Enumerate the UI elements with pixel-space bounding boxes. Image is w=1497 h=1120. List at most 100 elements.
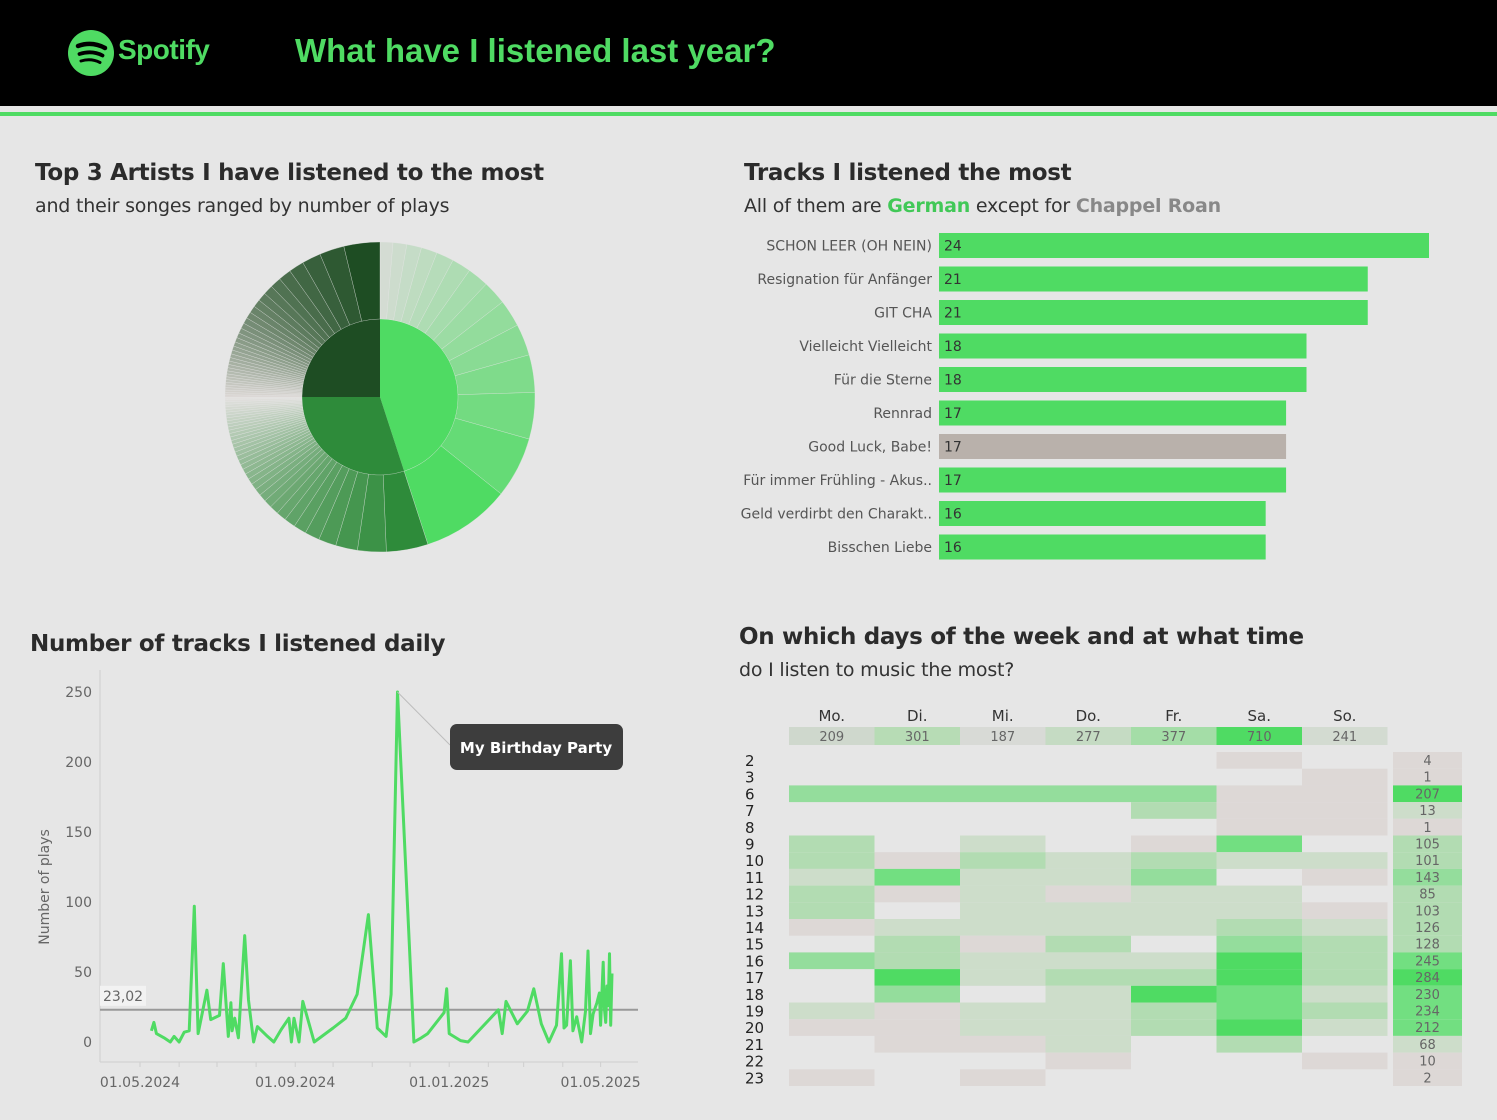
heatmap-hour-label: 11 [745, 869, 764, 887]
heatmap-cell [1045, 1052, 1131, 1070]
y-tick-label: 150 [65, 825, 92, 841]
annotation-leader-line [397, 691, 451, 746]
artists-subtitle: and their songes ranged by number of pla… [35, 195, 450, 217]
heatmap-cell [789, 885, 875, 903]
heatmap-cell [1045, 885, 1131, 903]
heatmap-cell [1302, 868, 1388, 886]
heatmap-cell [1216, 885, 1302, 903]
heatmap-hour-label: 2 [745, 752, 755, 770]
heatmap-cell [874, 919, 960, 936]
heatmap-cell [789, 902, 875, 919]
y-tick-label: 50 [74, 965, 92, 981]
heatmap-day-total-cell [1131, 727, 1217, 745]
daily-line-chart: 0 50 100 150 200 250 Number of plays 01.05.2024… [37, 670, 641, 1091]
heatmap-cell [1045, 1035, 1131, 1053]
heatmap-hour-label: 10 [745, 852, 764, 870]
bar-category-label: Geld verdirbt den Charakt.. [741, 507, 932, 523]
bar-category-label: SCHON LEER (OH NEIN) [766, 239, 932, 255]
heatmap-cell [874, 935, 960, 953]
heatmap-cell [1045, 919, 1131, 936]
heatmap-day-total-cell [1045, 727, 1131, 745]
heatmap-cell [789, 868, 875, 886]
bar-category-label: Rennrad [873, 406, 932, 422]
heatmap-cell [874, 785, 960, 803]
spotify-wordmark: Spotify [118, 34, 210, 65]
heatmap-cell [1302, 802, 1388, 819]
heatmap-cell [1216, 818, 1302, 836]
heatmap-cell [960, 952, 1046, 970]
heatmap-cell [1302, 919, 1388, 936]
heatmap-hour-label: 8 [745, 819, 755, 837]
heatmap-cell [1131, 868, 1217, 886]
heatmap-cell [1302, 935, 1388, 953]
heatmap-hour-label: 6 [745, 785, 755, 803]
heatmap-hour-total-cell [1393, 852, 1462, 869]
heatmap-cell [1131, 835, 1217, 853]
track-bar [939, 434, 1287, 459]
heatmap-cell [1131, 952, 1217, 970]
heatmap-cell [1302, 785, 1388, 803]
heatmap-hour-label: 9 [745, 836, 755, 854]
heatmap-day-total: 277 [1076, 730, 1101, 745]
y-tick-label: 0 [83, 1035, 92, 1051]
artists-sunburst-chart [224, 241, 536, 553]
sunburst-artist-slice [302, 319, 380, 397]
heatmap-cell [1131, 1019, 1217, 1036]
heatmap-cell [789, 1069, 875, 1086]
bar-value-label: 17 [944, 406, 962, 422]
heatmap-cell [960, 835, 1046, 853]
tracks-title: Tracks I listened the most [744, 160, 1072, 186]
tracks-subtitle-text-2: except for [970, 195, 1076, 217]
heatmap-hour-total-cell [1393, 1069, 1462, 1086]
tracks-subtitle-german: German [887, 195, 971, 217]
dashboard-title: What have I listened last year? [295, 32, 776, 69]
heatmap-cell [960, 785, 1046, 803]
heatmap-cell [874, 952, 960, 970]
heatmap-cell [1216, 1035, 1302, 1053]
heatmap-day-total-cell [960, 727, 1046, 745]
heatmap-hour-total-cell [1393, 885, 1462, 903]
heatmap-cell [960, 919, 1046, 936]
average-label: 23,02 [103, 989, 143, 1005]
heatmap-day-total: 377 [1161, 730, 1186, 745]
heatmap-cell [1302, 969, 1388, 986]
heatmap-hour-total: 207 [1415, 787, 1440, 802]
heatmap-cell [1302, 818, 1388, 836]
heatmap-hour-total: 245 [1415, 954, 1440, 969]
heatmap-hour-total-cell [1393, 919, 1462, 936]
heatmap-cell [1216, 1002, 1302, 1020]
bar-value-label: 21 [944, 272, 962, 288]
heatmap-hour-total-cell [1393, 868, 1462, 886]
heatmap-cell [1045, 1002, 1131, 1020]
bar-value-label: 17 [944, 473, 962, 489]
heatmap-hour-label: 18 [745, 986, 764, 1004]
heatmap-cell [1302, 952, 1388, 970]
heatmap-cell [1131, 852, 1217, 869]
heatmap-hour-label: 3 [745, 769, 755, 787]
heatmap-cell [1131, 919, 1217, 936]
bar-value-label: 17 [944, 440, 962, 456]
heatmap-cell [1131, 985, 1217, 1003]
heatmap-cell [960, 935, 1046, 953]
heatmap-cell [874, 885, 960, 903]
heatmap-hour-label: 15 [745, 936, 764, 954]
heatmap-day-total: 710 [1247, 730, 1272, 745]
heatmap-hour-total: 143 [1415, 871, 1440, 886]
heatmap-hour-total-cell [1393, 1019, 1462, 1036]
heatmap-cell [1302, 902, 1388, 919]
heatmap-hour-total: 101 [1415, 854, 1440, 869]
artists-title: Top 3 Artists I have listened to the mos… [35, 160, 544, 186]
heatmap-hour-total: 13 [1419, 804, 1436, 819]
heatmap-hour-total-cell [1393, 752, 1462, 769]
heatmap-cell [1216, 752, 1302, 769]
heatmap-cell [960, 1069, 1046, 1086]
heatmap-chart: Mo.209Di.301Mi.187Do.277Fr.377Sa.710So.2… [745, 707, 1462, 1087]
heatmap-hour-label: 16 [745, 952, 764, 970]
heatmap-cell [1131, 902, 1217, 919]
heatmap-cell [1131, 785, 1217, 803]
heatmap-hour-total-cell [1393, 969, 1462, 986]
heatmap-cell [874, 1002, 960, 1020]
heatmap-day-label: Fr. [1165, 707, 1182, 725]
heatmap-hour-total: 284 [1415, 971, 1440, 986]
bar-value-label: 16 [944, 507, 962, 523]
